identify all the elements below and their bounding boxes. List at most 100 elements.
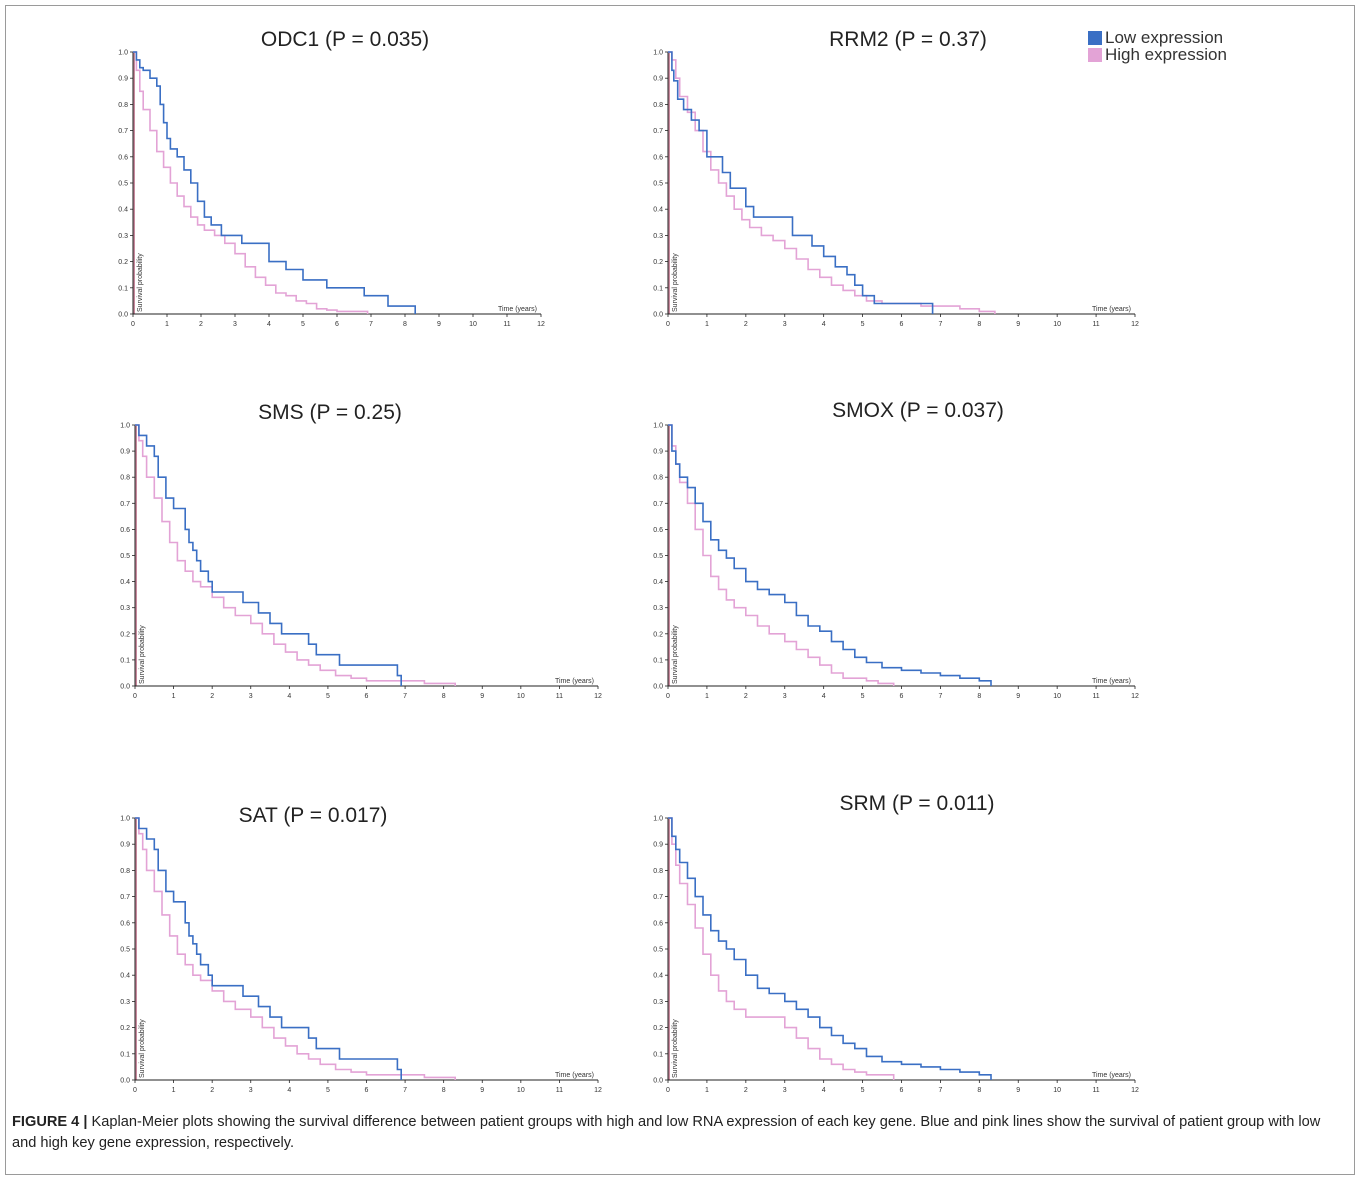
y-tick-label: 0.4 [118, 207, 128, 214]
y-tick-label: 0.0 [118, 312, 128, 319]
x-tick-label: 6 [335, 321, 339, 328]
y-tick-label: 1.0 [653, 816, 663, 823]
y-axis-label: Survival probability [672, 253, 679, 312]
y-tick-label: 0.7 [120, 894, 130, 901]
x-tick-label: 9 [437, 321, 441, 328]
y-axis-label: Survival probability [672, 1019, 679, 1078]
x-tick-label: 5 [326, 693, 330, 700]
x-tick-label: 5 [301, 321, 305, 328]
survival-curve-low-expression [668, 51, 934, 314]
x-tick-label: 12 [537, 321, 545, 328]
x-tick-label: 2 [210, 1087, 214, 1094]
y-tick-label: 0.1 [120, 657, 130, 664]
y-tick-label: 0.6 [120, 527, 130, 534]
x-tick-label: 4 [822, 1087, 826, 1094]
x-tick-label: 9 [1016, 693, 1020, 700]
y-tick-label: 0.9 [120, 449, 130, 456]
y-tick-label: 0.5 [653, 553, 663, 560]
x-tick-label: 12 [594, 1087, 602, 1094]
x-tick-label: 11 [1092, 1087, 1099, 1094]
x-tick-label: 1 [165, 321, 169, 328]
y-tick-label: 0.3 [120, 999, 130, 1006]
x-tick-label: 6 [365, 1087, 369, 1094]
km-plot-1: ODC1 (P = 0.035) 0.0 0.1 0.2 0.3 0.4 0.5 0.6 0.7… [118, 28, 545, 328]
legend-swatch-low [1088, 30, 1102, 45]
y-tick-label: 1.0 [118, 50, 128, 57]
x-tick-label: 4 [822, 693, 826, 700]
km-plot-3: SMS (P = 0.25) 0.0 0.1 0.2 0.3 0.4 0.5 0.6 0.7 0.… [120, 401, 602, 700]
x-tick-label: 0 [666, 1087, 670, 1094]
x-tick-label: 9 [1016, 321, 1020, 328]
x-tick-label: 10 [1053, 693, 1061, 700]
x-tick-label: 5 [326, 1087, 330, 1094]
x-tick-label: 12 [1131, 321, 1139, 328]
y-tick-label: 0.8 [120, 475, 130, 482]
y-axis-label: Survival probability [672, 625, 679, 684]
x-tick-label: 10 [1053, 1087, 1061, 1094]
y-tick-label: 0.8 [653, 868, 663, 875]
caption-prefix: FIGURE 4 | [12, 1114, 88, 1130]
y-tick-label: 0.8 [653, 475, 663, 482]
survival-curve-high-expression [135, 424, 456, 686]
y-tick-label: 0.6 [120, 920, 130, 927]
x-tick-label: 1 [172, 1087, 176, 1094]
y-tick-label: 0.4 [653, 207, 663, 214]
x-tick-label: 3 [233, 321, 237, 328]
x-tick-label: 7 [938, 693, 942, 700]
x-tick-label: 1 [705, 693, 709, 700]
y-tick-label: 0.4 [653, 579, 663, 586]
x-tick-label: 5 [861, 693, 865, 700]
x-tick-label: 7 [938, 1087, 942, 1094]
y-tick-label: 0.7 [653, 128, 663, 135]
x-tick-label: 7 [369, 321, 373, 328]
y-tick-label: 0.4 [120, 579, 130, 586]
y-tick-label: 0.8 [120, 868, 130, 875]
y-tick-label: 0.2 [120, 631, 130, 638]
plot-title: SAT (P = 0.017) [239, 804, 388, 827]
x-tick-label: 11 [556, 693, 563, 700]
survival-curve-low-expression [135, 817, 402, 1080]
x-tick-label: 12 [1131, 1087, 1139, 1094]
survival-curve-high-expression [668, 817, 895, 1080]
y-tick-label: 0.7 [120, 501, 130, 508]
x-tick-label: 7 [403, 1087, 407, 1094]
y-tick-label: 0.4 [653, 973, 663, 980]
x-tick-label: 2 [744, 321, 748, 328]
y-tick-label: 0.5 [120, 947, 130, 954]
x-tick-label: 5 [861, 1087, 865, 1094]
x-axis-label: Time (years) [1092, 1072, 1131, 1079]
caption-text: Kaplan-Meier plots showing the survival … [12, 1114, 1321, 1151]
y-tick-label: 0.0 [120, 684, 130, 691]
y-tick-label: 0.5 [120, 553, 130, 560]
x-tick-label: 9 [480, 1087, 484, 1094]
legend-item-high: High expression [1088, 46, 1227, 63]
y-tick-label: 0.4 [120, 973, 130, 980]
km-plot-2: RRM2 (P = 0.37) 0.0 0.1 0.2 0.3 0.4 0.5 0.6 0.7 0… [653, 28, 1139, 328]
y-tick-label: 0.3 [120, 605, 130, 612]
x-tick-label: 6 [900, 321, 904, 328]
y-tick-label: 0.6 [653, 527, 663, 534]
y-tick-label: 0.7 [653, 501, 663, 508]
km-plot-5: SAT (P = 0.017) 0.0 0.1 0.2 0.3 0.4 0.5 0.6 0.7 0… [120, 804, 602, 1094]
y-tick-label: 1.0 [120, 816, 130, 823]
y-tick-label: 0.3 [653, 605, 663, 612]
km-plot-4: SMOX (P = 0.037) 0.0 0.1 0.2 0.3 0.4 0.5 0.6 0.7… [653, 399, 1139, 700]
x-tick-label: 4 [267, 321, 271, 328]
y-tick-label: 0.1 [653, 657, 663, 664]
plot-title: SRM (P = 0.011) [839, 792, 994, 815]
x-tick-label: 8 [403, 321, 407, 328]
x-tick-label: 11 [503, 321, 510, 328]
x-axis-label: Time (years) [555, 678, 594, 685]
y-tick-label: 0.5 [118, 181, 128, 188]
y-tick-label: 0.3 [118, 233, 128, 240]
y-tick-label: 0.3 [653, 999, 663, 1006]
y-tick-label: 0.2 [118, 259, 128, 266]
y-tick-label: 1.0 [120, 423, 130, 430]
figure-caption: FIGURE 4 | Kaplan-Meier plots showing th… [12, 1112, 1344, 1154]
x-axis-label: Time (years) [1092, 678, 1131, 685]
legend-label-high: High expression [1105, 45, 1227, 64]
y-tick-label: 0.6 [653, 154, 663, 161]
y-tick-label: 0.9 [653, 76, 663, 83]
y-tick-label: 0.8 [118, 102, 128, 109]
x-tick-label: 8 [977, 321, 981, 328]
